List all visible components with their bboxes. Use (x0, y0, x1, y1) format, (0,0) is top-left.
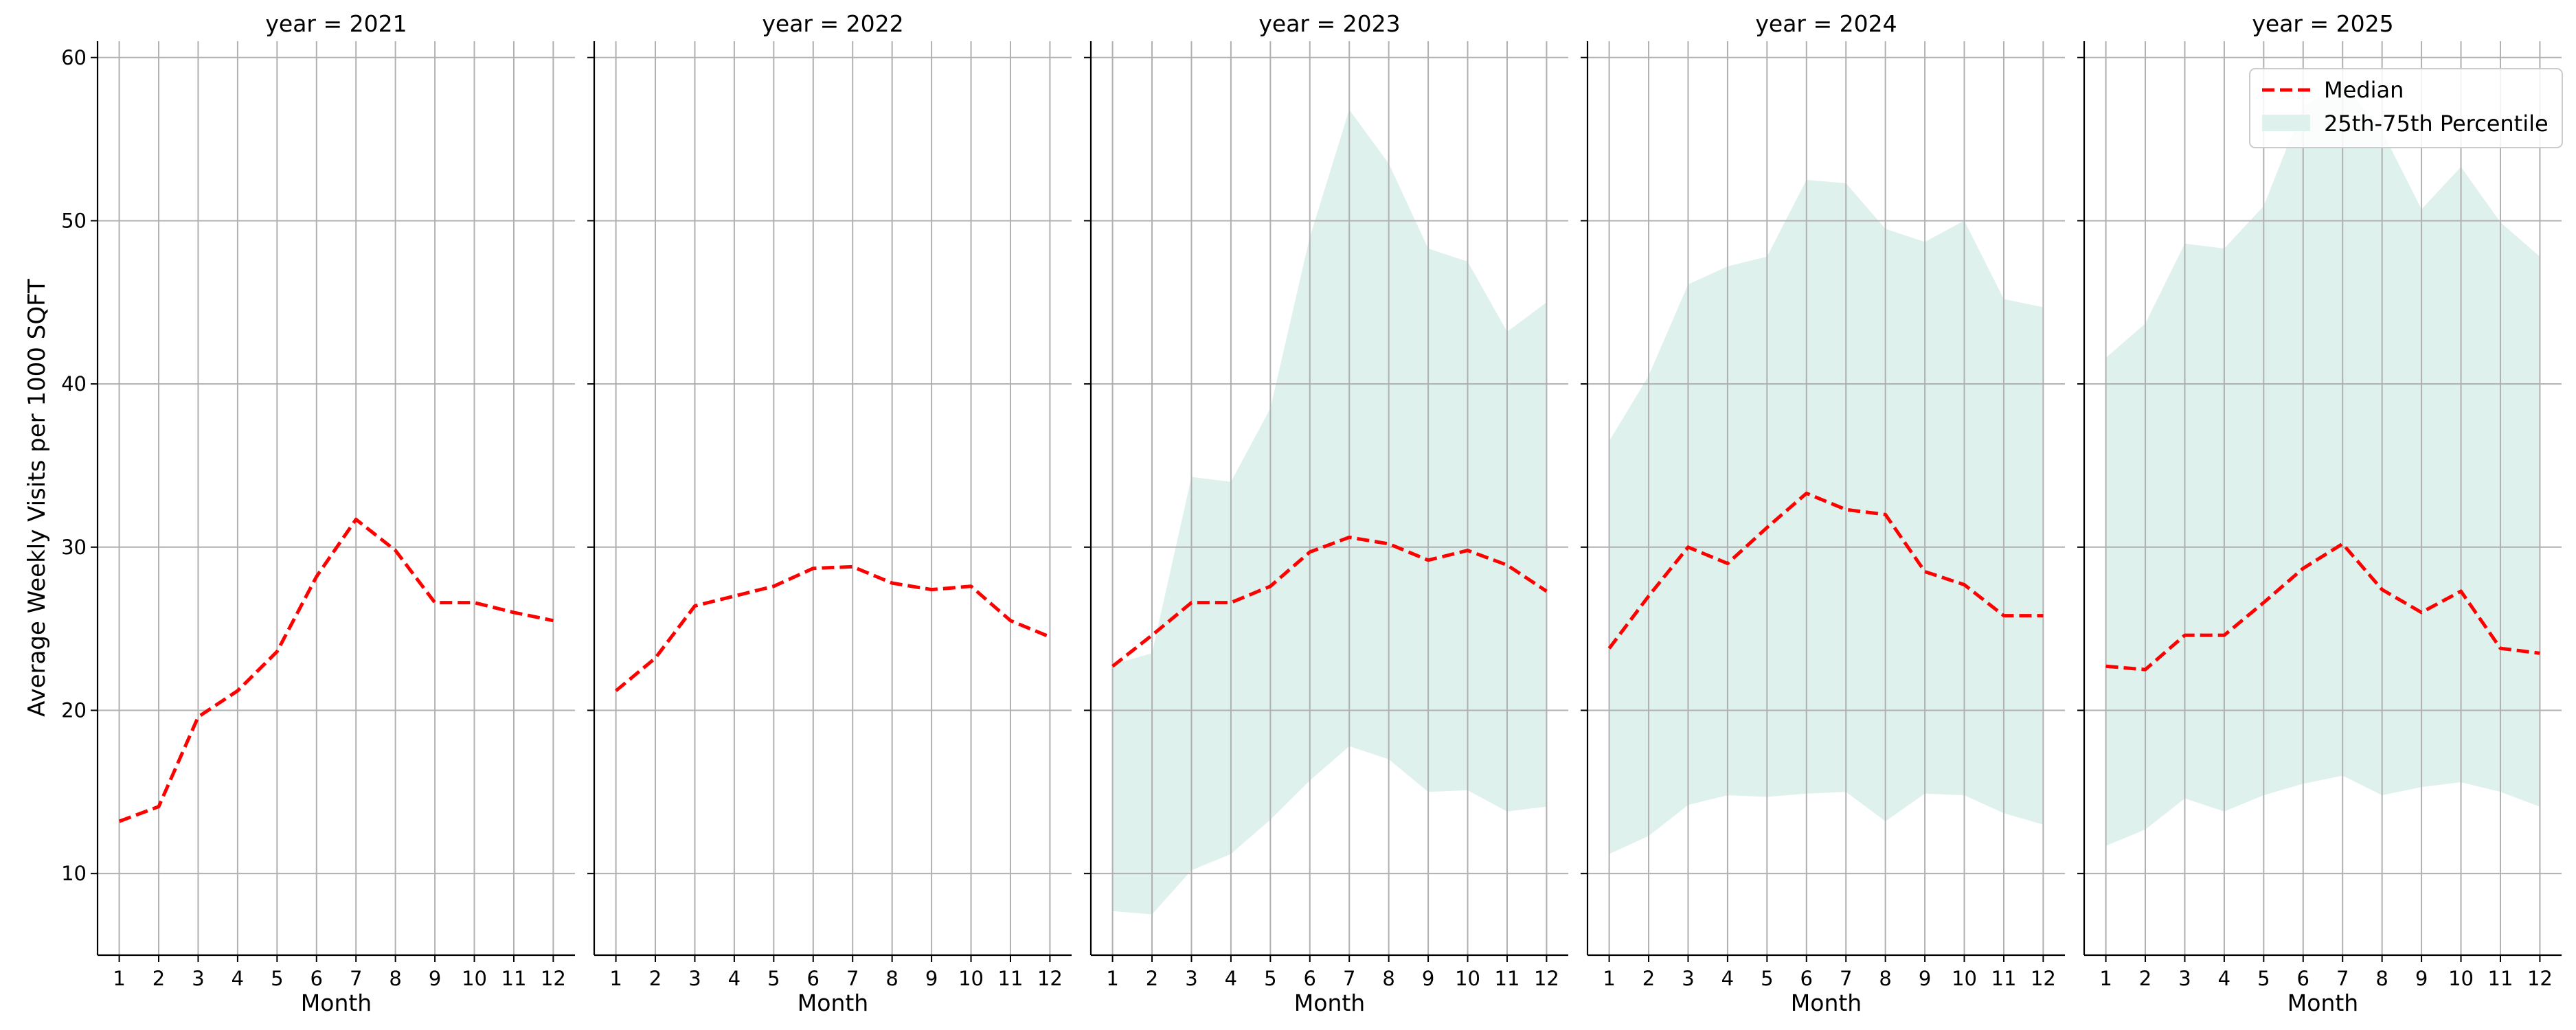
panel-title: year = 2025 (2252, 10, 2393, 37)
x-tick-label: 3 (688, 967, 701, 990)
x-tick-label: 8 (2375, 967, 2388, 990)
y-tick-label: 30 (61, 536, 87, 559)
x-tick-label: 10 (958, 967, 984, 990)
median-line (118, 517, 554, 823)
x-tick-label: 4 (1721, 967, 1734, 990)
panel-title: year = 2022 (762, 10, 903, 37)
y-tick-label: 60 (61, 46, 87, 69)
x-tick-label: 5 (2257, 967, 2270, 990)
x-axis-label: Month (798, 989, 868, 1016)
y-axis-label: Average Weekly Visits per 1000 SQFT (23, 279, 51, 717)
x-tick-label: 1 (2099, 967, 2112, 990)
x-axis-label: Month (1294, 989, 1365, 1016)
panel-title: year = 2021 (265, 10, 407, 37)
x-tick-label: 11 (1991, 967, 2017, 990)
x-tick-label: 1 (113, 967, 125, 990)
legend-median-label: Median (2324, 77, 2404, 103)
x-tick-label: 2 (1146, 967, 1158, 990)
legend-band-swatch (2262, 115, 2310, 131)
x-tick-label: 8 (389, 967, 401, 990)
x-tick-label: 9 (2415, 967, 2428, 990)
x-tick-label: 11 (2488, 967, 2513, 990)
panel-title: year = 2023 (1258, 10, 1400, 37)
x-tick-label: 9 (1919, 967, 1931, 990)
x-tick-label: 10 (462, 967, 487, 990)
x-tick-label: 12 (541, 967, 566, 990)
x-tick-label: 3 (2178, 967, 2191, 990)
x-tick-label: 12 (2527, 967, 2553, 990)
x-tick-label: 8 (885, 967, 898, 990)
x-tick-label: 7 (350, 967, 362, 990)
y-tick-label: 50 (61, 209, 87, 232)
x-tick-label: 11 (501, 967, 527, 990)
x-tick-label: 4 (231, 967, 244, 990)
y-tick-label: 40 (61, 372, 87, 396)
x-tick-label: 2 (2139, 967, 2151, 990)
x-tick-label: 5 (271, 967, 283, 990)
x-tick-label: 9 (429, 967, 441, 990)
x-tick-label: 12 (2031, 967, 2056, 990)
x-tick-label: 6 (1304, 967, 1316, 990)
x-tick-label: 9 (1422, 967, 1434, 990)
x-tick-label: 3 (1682, 967, 1694, 990)
x-tick-label: 7 (2336, 967, 2349, 990)
x-tick-label: 2 (152, 967, 165, 990)
x-tick-label: 12 (1037, 967, 1063, 990)
x-tick-label: 6 (2297, 967, 2309, 990)
median-line (1111, 536, 1548, 668)
x-tick-label: 5 (767, 967, 780, 990)
x-tick-label: 8 (1879, 967, 1891, 990)
x-tick-label: 10 (1952, 967, 1977, 990)
x-tick-label: 1 (1106, 967, 1118, 990)
x-tick-label: 6 (807, 967, 820, 990)
y-tick-label: 20 (61, 698, 87, 722)
x-tick-label: 7 (1343, 967, 1355, 990)
x-tick-label: 10 (2448, 967, 2474, 990)
y-tick-label: 10 (61, 862, 87, 885)
x-tick-label: 4 (728, 967, 741, 990)
x-tick-label: 5 (1264, 967, 1276, 990)
x-tick-label: 2 (649, 967, 662, 990)
legend-band-label: 25th-75th Percentile (2324, 111, 2549, 137)
median-line (1607, 491, 2044, 650)
x-tick-label: 11 (998, 967, 1024, 990)
x-tick-label: 7 (1840, 967, 1852, 990)
x-axis-label: Month (301, 989, 372, 1016)
x-axis-label: Month (1791, 989, 1862, 1016)
x-tick-label: 7 (846, 967, 859, 990)
x-tick-label: 8 (1382, 967, 1394, 990)
x-tick-label: 6 (310, 967, 323, 990)
x-tick-label: 4 (2218, 967, 2230, 990)
x-tick-label: 4 (1225, 967, 1237, 990)
legend: Median 25th-75th Percentile (2249, 68, 2563, 148)
x-tick-label: 10 (1455, 967, 1480, 990)
x-tick-label: 12 (1534, 967, 1559, 990)
x-axis-label: Month (2287, 989, 2358, 1016)
x-tick-label: 5 (1761, 967, 1773, 990)
percentile-band (1112, 109, 1547, 915)
x-tick-label: 9 (925, 967, 938, 990)
percentile-band (1609, 180, 2044, 854)
x-tick-label: 2 (1642, 967, 1655, 990)
median-line (615, 564, 1051, 692)
x-tick-label: 1 (1603, 967, 1615, 990)
x-tick-label: 3 (1185, 967, 1197, 990)
x-tick-label: 11 (1495, 967, 1520, 990)
x-tick-label: 1 (609, 967, 622, 990)
panel-title: year = 2024 (1755, 10, 1897, 37)
x-tick-label: 6 (1800, 967, 1813, 990)
median-line (2105, 542, 2540, 672)
legend-box (2249, 68, 2563, 148)
x-tick-label: 3 (192, 967, 204, 990)
percentile-band (2105, 82, 2540, 846)
